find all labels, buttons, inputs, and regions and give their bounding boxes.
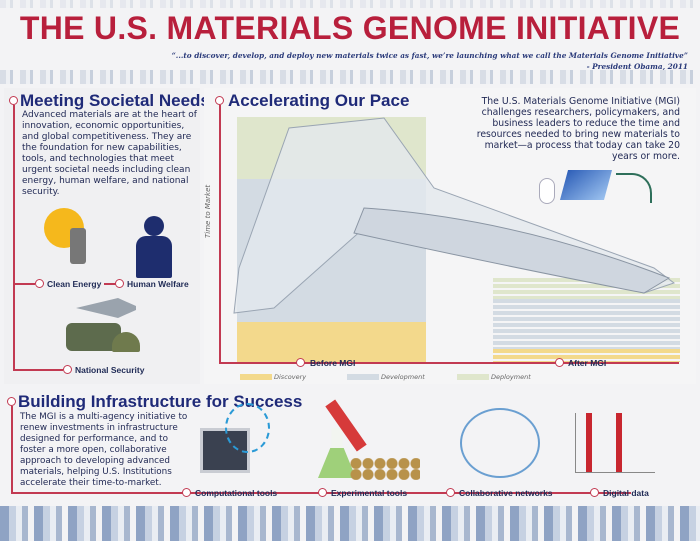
societal-heading: Meeting Societal Needs: [20, 91, 210, 110]
digital-data-icon: [575, 413, 655, 473]
societal-text: Advanced materials are at the heart of i…: [22, 110, 197, 197]
legend-development: Development: [381, 373, 425, 381]
legend-swatch-discovery: [240, 374, 272, 380]
solar-panel-icon: [559, 170, 613, 200]
societal-needs-panel: Meeting Societal Needs Advanced material…: [4, 88, 210, 384]
quote-text: “...to discover, develop, and deploy new…: [171, 51, 688, 60]
fiber-icon: [616, 173, 652, 203]
after-discovery-bar: [493, 349, 680, 362]
human-welfare-icon: [144, 216, 164, 236]
label-after-mgi: After MGI: [568, 358, 607, 368]
tank-icon: [66, 323, 121, 351]
legend-deployment: Deployment: [491, 373, 531, 381]
fuel-pump-icon: [70, 228, 86, 264]
aircraft-illustration: [233, 117, 676, 314]
before-discovery-bar: [237, 322, 426, 362]
pixel-band-top: [0, 70, 700, 84]
label-before-mgi: Before MGI: [310, 358, 356, 368]
label-experimental-tools: Experimental tools: [331, 488, 408, 498]
page-title: THE U.S. MATERIALS GENOME INITIATIVE: [19, 10, 681, 46]
legend-swatch-deployment: [457, 374, 489, 380]
light-bulb-icon: [539, 178, 555, 204]
quote-attribution: - President Obama, 2011: [586, 62, 688, 71]
after-development-bar: [493, 299, 680, 349]
y-axis-label: Time to Market: [204, 184, 212, 238]
jet-icon: [76, 298, 136, 318]
collaborative-networks-icon: [460, 408, 540, 478]
infra-heading: Building Infrastructure for Success: [18, 392, 303, 411]
label-collaborative-networks: Collaborative networks: [459, 488, 553, 498]
label-human-welfare: Human Welfare: [127, 279, 189, 289]
legend-discovery: Discovery: [274, 373, 307, 381]
legend-swatch-development: [347, 374, 379, 380]
accelerating-pace-panel: Accelerating Our Pace The U.S. Materials…: [204, 88, 696, 384]
header-pattern: [0, 0, 700, 8]
pace-text: The U.S. Materials Genome Initiative (MG…: [476, 96, 680, 162]
pixel-band-bottom: [0, 506, 700, 541]
helmet-icon: [112, 332, 140, 352]
label-national-security: National Security: [75, 365, 145, 375]
infra-text: The MGI is a multi-agency initiative to …: [20, 412, 188, 488]
label-computational-tools: Computational tools: [195, 488, 278, 498]
label-clean-energy: Clean Energy: [47, 279, 102, 289]
label-digital-data: Digital data: [603, 488, 649, 498]
infrastructure-section: Building Infrastructure for Success The …: [0, 388, 700, 498]
person-icon: [136, 236, 172, 278]
helix-icon: [225, 403, 270, 453]
particles-icon: [350, 458, 420, 480]
quote: “...to discover, develop, and deploy new…: [28, 50, 688, 72]
pace-heading: Accelerating Our Pace: [228, 91, 410, 110]
